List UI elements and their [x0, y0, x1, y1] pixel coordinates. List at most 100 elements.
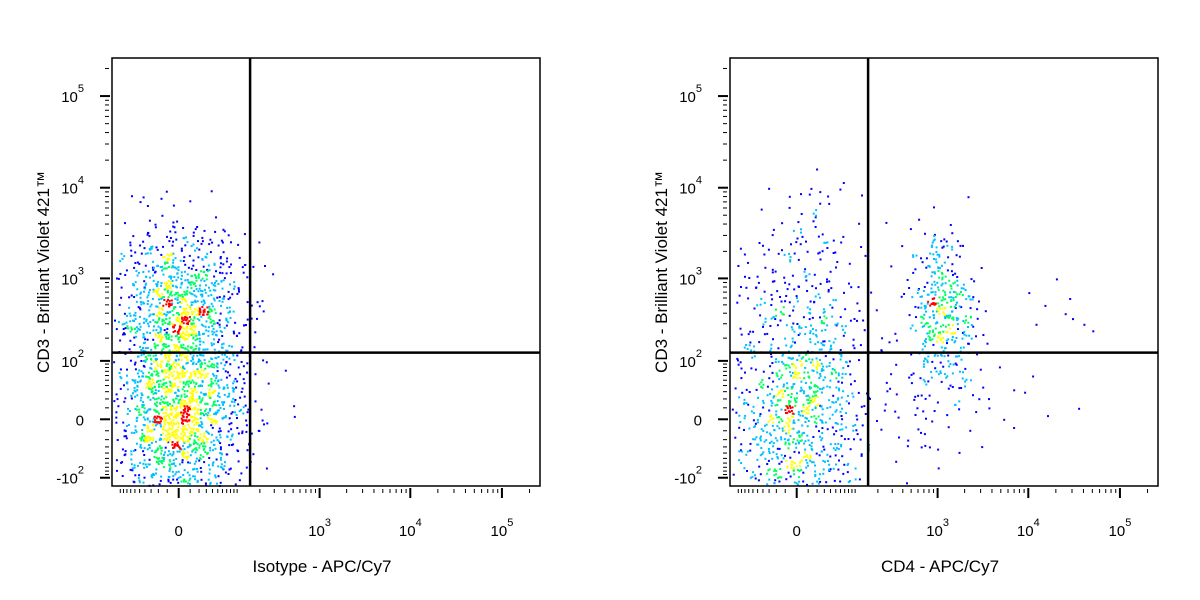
event-dot — [183, 290, 186, 293]
event-dot — [185, 370, 188, 373]
event-dot — [175, 312, 178, 315]
event-dot — [131, 328, 133, 331]
event-dot — [168, 426, 171, 429]
event-dot — [952, 299, 955, 302]
event-dot — [219, 458, 222, 461]
event-dot — [141, 406, 144, 409]
event-dot — [237, 287, 240, 290]
event-dot — [946, 414, 949, 417]
event-dot — [767, 447, 770, 450]
event-dot — [908, 314, 911, 317]
event-dot — [168, 366, 171, 369]
event-dot — [759, 473, 762, 476]
event-dot — [807, 409, 810, 412]
event-dot — [169, 237, 172, 239]
event-dot — [199, 457, 202, 460]
event-dot — [113, 361, 116, 364]
event-dot — [819, 202, 822, 205]
event-dot — [803, 431, 806, 434]
event-dot — [797, 411, 800, 413]
event-dot — [169, 384, 172, 387]
event-dot — [153, 455, 156, 458]
event-dot — [154, 421, 157, 424]
event-dot — [184, 374, 186, 377]
event-dot — [203, 288, 206, 291]
event-dot — [160, 282, 163, 285]
x-axis-label: CD4 - APC/Cy7 — [881, 557, 999, 576]
event-dot — [169, 481, 172, 484]
event-dot — [778, 480, 781, 483]
event-dot — [223, 353, 226, 356]
event-dot — [200, 369, 203, 372]
event-dot — [155, 305, 158, 308]
event-dot — [148, 235, 151, 238]
event-dot — [964, 367, 967, 370]
event-dot — [136, 372, 139, 375]
event-dot — [162, 411, 165, 414]
event-dot — [787, 471, 790, 474]
event-dot — [823, 310, 826, 313]
x-tick-label: 0 — [175, 523, 183, 540]
event-dot — [210, 420, 213, 423]
event-dot — [828, 463, 831, 466]
event-dot — [138, 474, 141, 477]
event-dot — [180, 346, 183, 349]
event-dot — [176, 405, 179, 408]
event-dot — [799, 465, 801, 467]
event-dot — [773, 470, 776, 472]
event-dot — [142, 321, 145, 324]
event-dot — [213, 275, 216, 278]
event-dot — [195, 398, 198, 401]
event-dot — [207, 264, 210, 267]
event-dot — [794, 442, 797, 445]
event-dot — [165, 335, 168, 338]
event-dot — [184, 400, 187, 403]
event-dot — [246, 449, 249, 452]
event-dot — [191, 379, 194, 382]
event-dot — [166, 253, 169, 256]
event-dot — [169, 311, 172, 314]
event-dot — [780, 436, 782, 439]
event-dot — [937, 289, 940, 291]
event-dot — [175, 377, 177, 380]
event-dot — [188, 291, 191, 294]
event-dot — [827, 290, 830, 293]
event-dot — [852, 425, 855, 427]
event-dot — [134, 425, 137, 428]
event-dot — [201, 333, 204, 335]
event-dot — [233, 285, 236, 288]
event-dot — [189, 318, 192, 321]
event-dot — [168, 422, 170, 424]
event-dot — [779, 389, 782, 392]
event-dot — [984, 310, 987, 313]
event-dot — [969, 298, 972, 301]
event-dot — [792, 322, 795, 325]
event-dot — [216, 370, 219, 373]
event-dot — [190, 396, 193, 399]
event-dot — [229, 438, 232, 441]
event-dot — [188, 380, 191, 383]
event-dot — [200, 391, 203, 394]
event-dot — [221, 241, 224, 244]
event-dot — [181, 376, 184, 379]
event-dot — [177, 429, 179, 431]
event-dot — [822, 386, 825, 389]
event-dot — [793, 397, 796, 400]
event-dot — [837, 397, 840, 400]
event-dot — [948, 279, 951, 282]
event-dot — [172, 374, 175, 377]
event-dot — [258, 305, 261, 308]
event-dot — [880, 428, 883, 431]
event-dot — [229, 283, 231, 286]
event-dot — [775, 413, 778, 416]
event-dot — [808, 376, 811, 379]
event-dot — [194, 326, 197, 329]
event-dot — [791, 412, 794, 415]
event-dot — [806, 406, 809, 409]
event-dot — [205, 329, 208, 332]
event-dot — [172, 453, 175, 456]
event-dot — [933, 410, 936, 412]
event-dot — [775, 410, 778, 413]
event-dot — [198, 444, 201, 447]
event-dot — [150, 246, 153, 249]
